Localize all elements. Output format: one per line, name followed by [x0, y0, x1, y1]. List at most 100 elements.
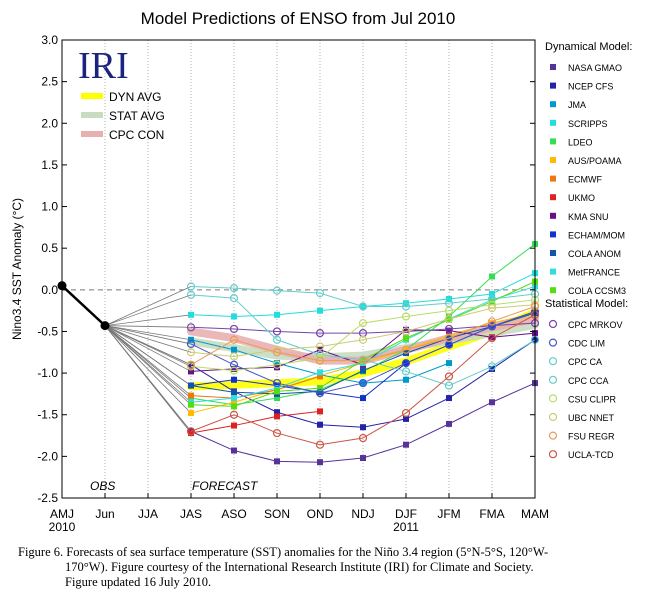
model-point — [272, 348, 282, 357]
model-point — [358, 378, 368, 388]
fan-line — [104, 294, 192, 327]
figure-caption: Figure 6. Forecasts of sea surface tempe… — [18, 545, 643, 590]
legend-label: COLA CCSM3 — [568, 286, 626, 296]
fan-line — [104, 325, 192, 345]
legend-marker — [548, 357, 558, 366]
model-lines — [104, 241, 540, 466]
model-point — [274, 409, 280, 416]
model-point — [188, 430, 194, 437]
model-line — [190, 310, 536, 394]
legend-marker — [548, 394, 558, 403]
legend-marker — [550, 119, 556, 126]
model-point — [229, 360, 239, 369]
model-point — [186, 339, 196, 349]
year-label: 2010 — [49, 520, 76, 534]
model-point — [401, 302, 411, 311]
model-point — [446, 395, 452, 402]
legend-marker — [550, 157, 556, 163]
fan-line — [104, 325, 192, 341]
legend-label: CPC CA — [568, 357, 602, 367]
legend-marker — [548, 412, 558, 422]
model-point — [231, 395, 237, 402]
model-point — [229, 284, 239, 293]
model-point — [186, 323, 196, 332]
x-tick-label: MAM — [521, 507, 549, 521]
model-point — [231, 389, 237, 396]
model-point — [401, 327, 411, 336]
fan-line — [104, 325, 192, 366]
y-tick-label: -0.5 — [37, 324, 58, 338]
legend-label: ECHAM/MOM — [568, 230, 625, 240]
model-line — [190, 306, 536, 366]
model-point — [444, 372, 454, 381]
model-line — [190, 285, 536, 307]
x-tick-label: DJF — [395, 507, 417, 521]
legend-dynamical-title: Dynamical Model: — [545, 41, 632, 53]
model-line — [190, 294, 536, 387]
y-tick-label: 3.0 — [41, 33, 58, 47]
model-point — [446, 295, 452, 302]
model-legend: Dynamical Model: NASA GMAO NCEP CFS JMA SCRI… — [545, 41, 632, 460]
y-tick-label: -1.0 — [37, 366, 58, 380]
model-point — [188, 311, 194, 318]
model-point — [272, 286, 282, 295]
model-point — [229, 410, 239, 419]
model-point — [401, 358, 411, 368]
model-point — [272, 360, 282, 369]
model-point — [186, 282, 196, 291]
legend-marker — [550, 231, 556, 238]
model-point — [444, 306, 454, 315]
model-point — [317, 459, 323, 466]
model-point — [229, 366, 239, 375]
model-point — [489, 365, 495, 372]
legend-label: NCEP CFS — [568, 82, 613, 92]
legend-marker — [548, 375, 558, 384]
model-line — [190, 299, 536, 372]
year-label: 2011 — [393, 520, 419, 534]
iri-logo: IRI — [78, 45, 129, 87]
fan-line — [104, 325, 192, 372]
model-point — [358, 319, 368, 328]
model-point — [274, 311, 280, 318]
model-point — [489, 334, 495, 341]
model-point — [274, 360, 280, 367]
model-point — [358, 433, 368, 443]
model-point — [444, 334, 454, 343]
model-point — [403, 441, 409, 448]
x-tick-label: JAS — [180, 507, 202, 521]
model-line — [190, 375, 321, 399]
model-point — [401, 367, 411, 376]
x-tick-label: OND — [307, 507, 334, 521]
model-point — [317, 369, 323, 376]
legend-label: STAT AVG — [109, 109, 165, 123]
model-point — [403, 415, 409, 422]
model-point — [231, 447, 237, 454]
model-point — [358, 356, 368, 365]
x-tick-label: FMA — [479, 507, 504, 521]
model-point — [401, 345, 411, 354]
legend-label: DYN AVG — [109, 90, 161, 104]
legend-label: FSU REGR — [568, 432, 615, 442]
model-point — [489, 273, 495, 280]
legend-label: AUS/POAMA — [568, 156, 622, 166]
legend-label: LDEO — [568, 137, 593, 147]
model-point — [403, 326, 409, 333]
caption-line-2: 170°W). Figure courtesy of the Internati… — [65, 560, 534, 574]
legend-label: CPC CCA — [568, 376, 609, 386]
legend-marker — [548, 431, 558, 440]
model-point — [231, 403, 237, 410]
x-tick-label: NDJ — [351, 507, 374, 521]
legend-statistical-title: Statistical Model: — [545, 298, 628, 310]
legend-marker — [548, 319, 558, 329]
legend-marker — [550, 268, 556, 275]
x-tick-label: ASO — [221, 507, 246, 521]
model-point — [315, 440, 325, 449]
legend-label: SCRIPPS — [568, 119, 608, 129]
model-point — [358, 335, 368, 344]
legend-marker — [550, 287, 556, 294]
obs-line — [61, 284, 106, 327]
model-point — [229, 294, 239, 303]
model-point — [231, 422, 237, 429]
model-point — [188, 336, 194, 343]
legend-label: COLA ANOM — [568, 249, 621, 259]
